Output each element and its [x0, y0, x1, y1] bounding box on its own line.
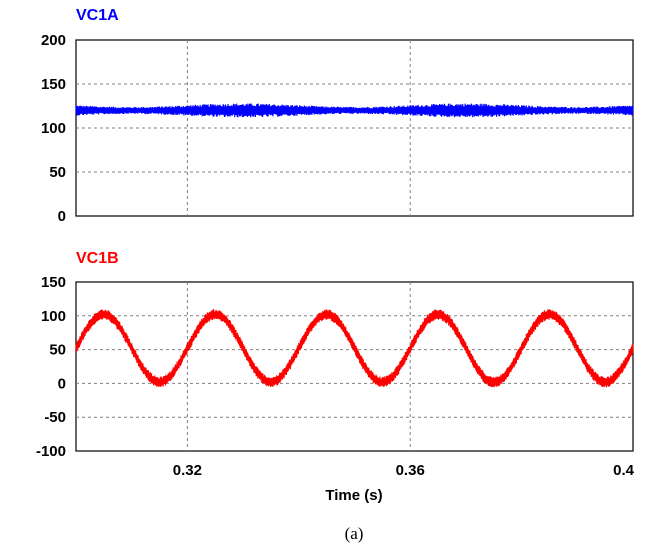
chart-vc1a-series [75, 103, 634, 118]
y-tick-label: 200 [41, 32, 66, 49]
chart-vc1b: VC1B -100 -50 0 50 100 150 0.32 0.36 0.4 Time (… [36, 250, 635, 504]
x-axis-label: Time (s) [325, 487, 382, 504]
y-tick-label: 100 [41, 308, 66, 325]
series-line-vc1b [75, 309, 634, 388]
x-tick-label: 0.32 [173, 462, 202, 479]
chart-vc1b-x-ticks: 0.32 0.36 0.4 [173, 462, 635, 479]
figure-caption: (a) [345, 524, 364, 543]
x-tick-label: 0.36 [396, 462, 425, 479]
x-tick-label: 0.4 [613, 462, 635, 479]
y-tick-label: -50 [44, 409, 66, 426]
chart-vc1b-plot-area [75, 281, 634, 452]
y-tick-label: 50 [49, 342, 66, 359]
chart-vc1a-title: VC1A [76, 7, 119, 24]
chart-vc1b-series [75, 309, 634, 388]
chart-vc1b-title: VC1B [76, 250, 119, 267]
chart-vc1b-y-ticks: -100 -50 0 50 100 150 [36, 274, 66, 460]
chart-vc1a-grid [76, 40, 633, 216]
chart-vc1a-y-ticks: 0 50 100 150 200 [41, 32, 66, 225]
y-tick-label: 50 [49, 164, 66, 181]
y-tick-label: -100 [36, 443, 66, 460]
y-tick-label: 100 [41, 120, 66, 137]
y-tick-label: 150 [41, 274, 66, 291]
series-line-vc1a [75, 103, 634, 118]
y-tick-label: 0 [58, 208, 66, 225]
chart-vc1a: VC1A 0 50 100 150 200 [41, 7, 634, 225]
y-tick-label: 0 [58, 375, 66, 392]
y-tick-label: 150 [41, 76, 66, 93]
